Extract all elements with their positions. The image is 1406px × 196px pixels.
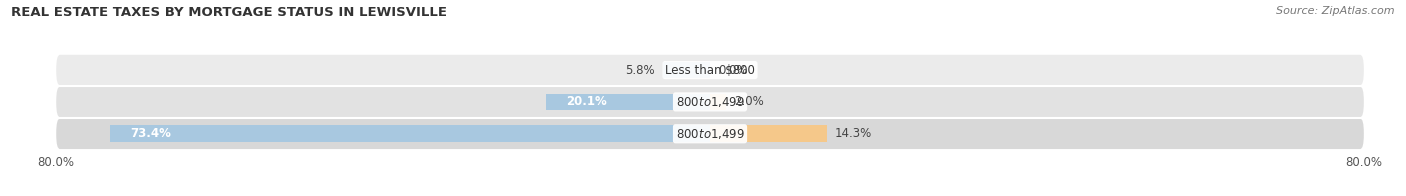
Text: REAL ESTATE TAXES BY MORTGAGE STATUS IN LEWISVILLE: REAL ESTATE TAXES BY MORTGAGE STATUS IN … (11, 6, 447, 19)
Bar (546, 94, 710, 110)
Text: Less than $800: Less than $800 (665, 64, 755, 77)
Text: 73.4%: 73.4% (131, 127, 172, 140)
Text: 14.3%: 14.3% (835, 127, 872, 140)
Text: Source: ZipAtlas.com: Source: ZipAtlas.com (1277, 6, 1395, 16)
Bar (710, 125, 827, 142)
FancyBboxPatch shape (56, 87, 1364, 117)
Bar (110, 125, 710, 142)
Text: $800 to $1,499: $800 to $1,499 (675, 127, 745, 141)
Text: 20.1%: 20.1% (567, 95, 607, 108)
Bar (710, 94, 727, 110)
FancyBboxPatch shape (56, 55, 1364, 85)
Text: 2.0%: 2.0% (734, 95, 765, 108)
Text: $800 to $1,499: $800 to $1,499 (675, 95, 745, 109)
Text: 5.8%: 5.8% (624, 64, 654, 77)
Bar (662, 62, 710, 78)
FancyBboxPatch shape (56, 118, 1364, 149)
Text: 0.0%: 0.0% (718, 64, 748, 77)
